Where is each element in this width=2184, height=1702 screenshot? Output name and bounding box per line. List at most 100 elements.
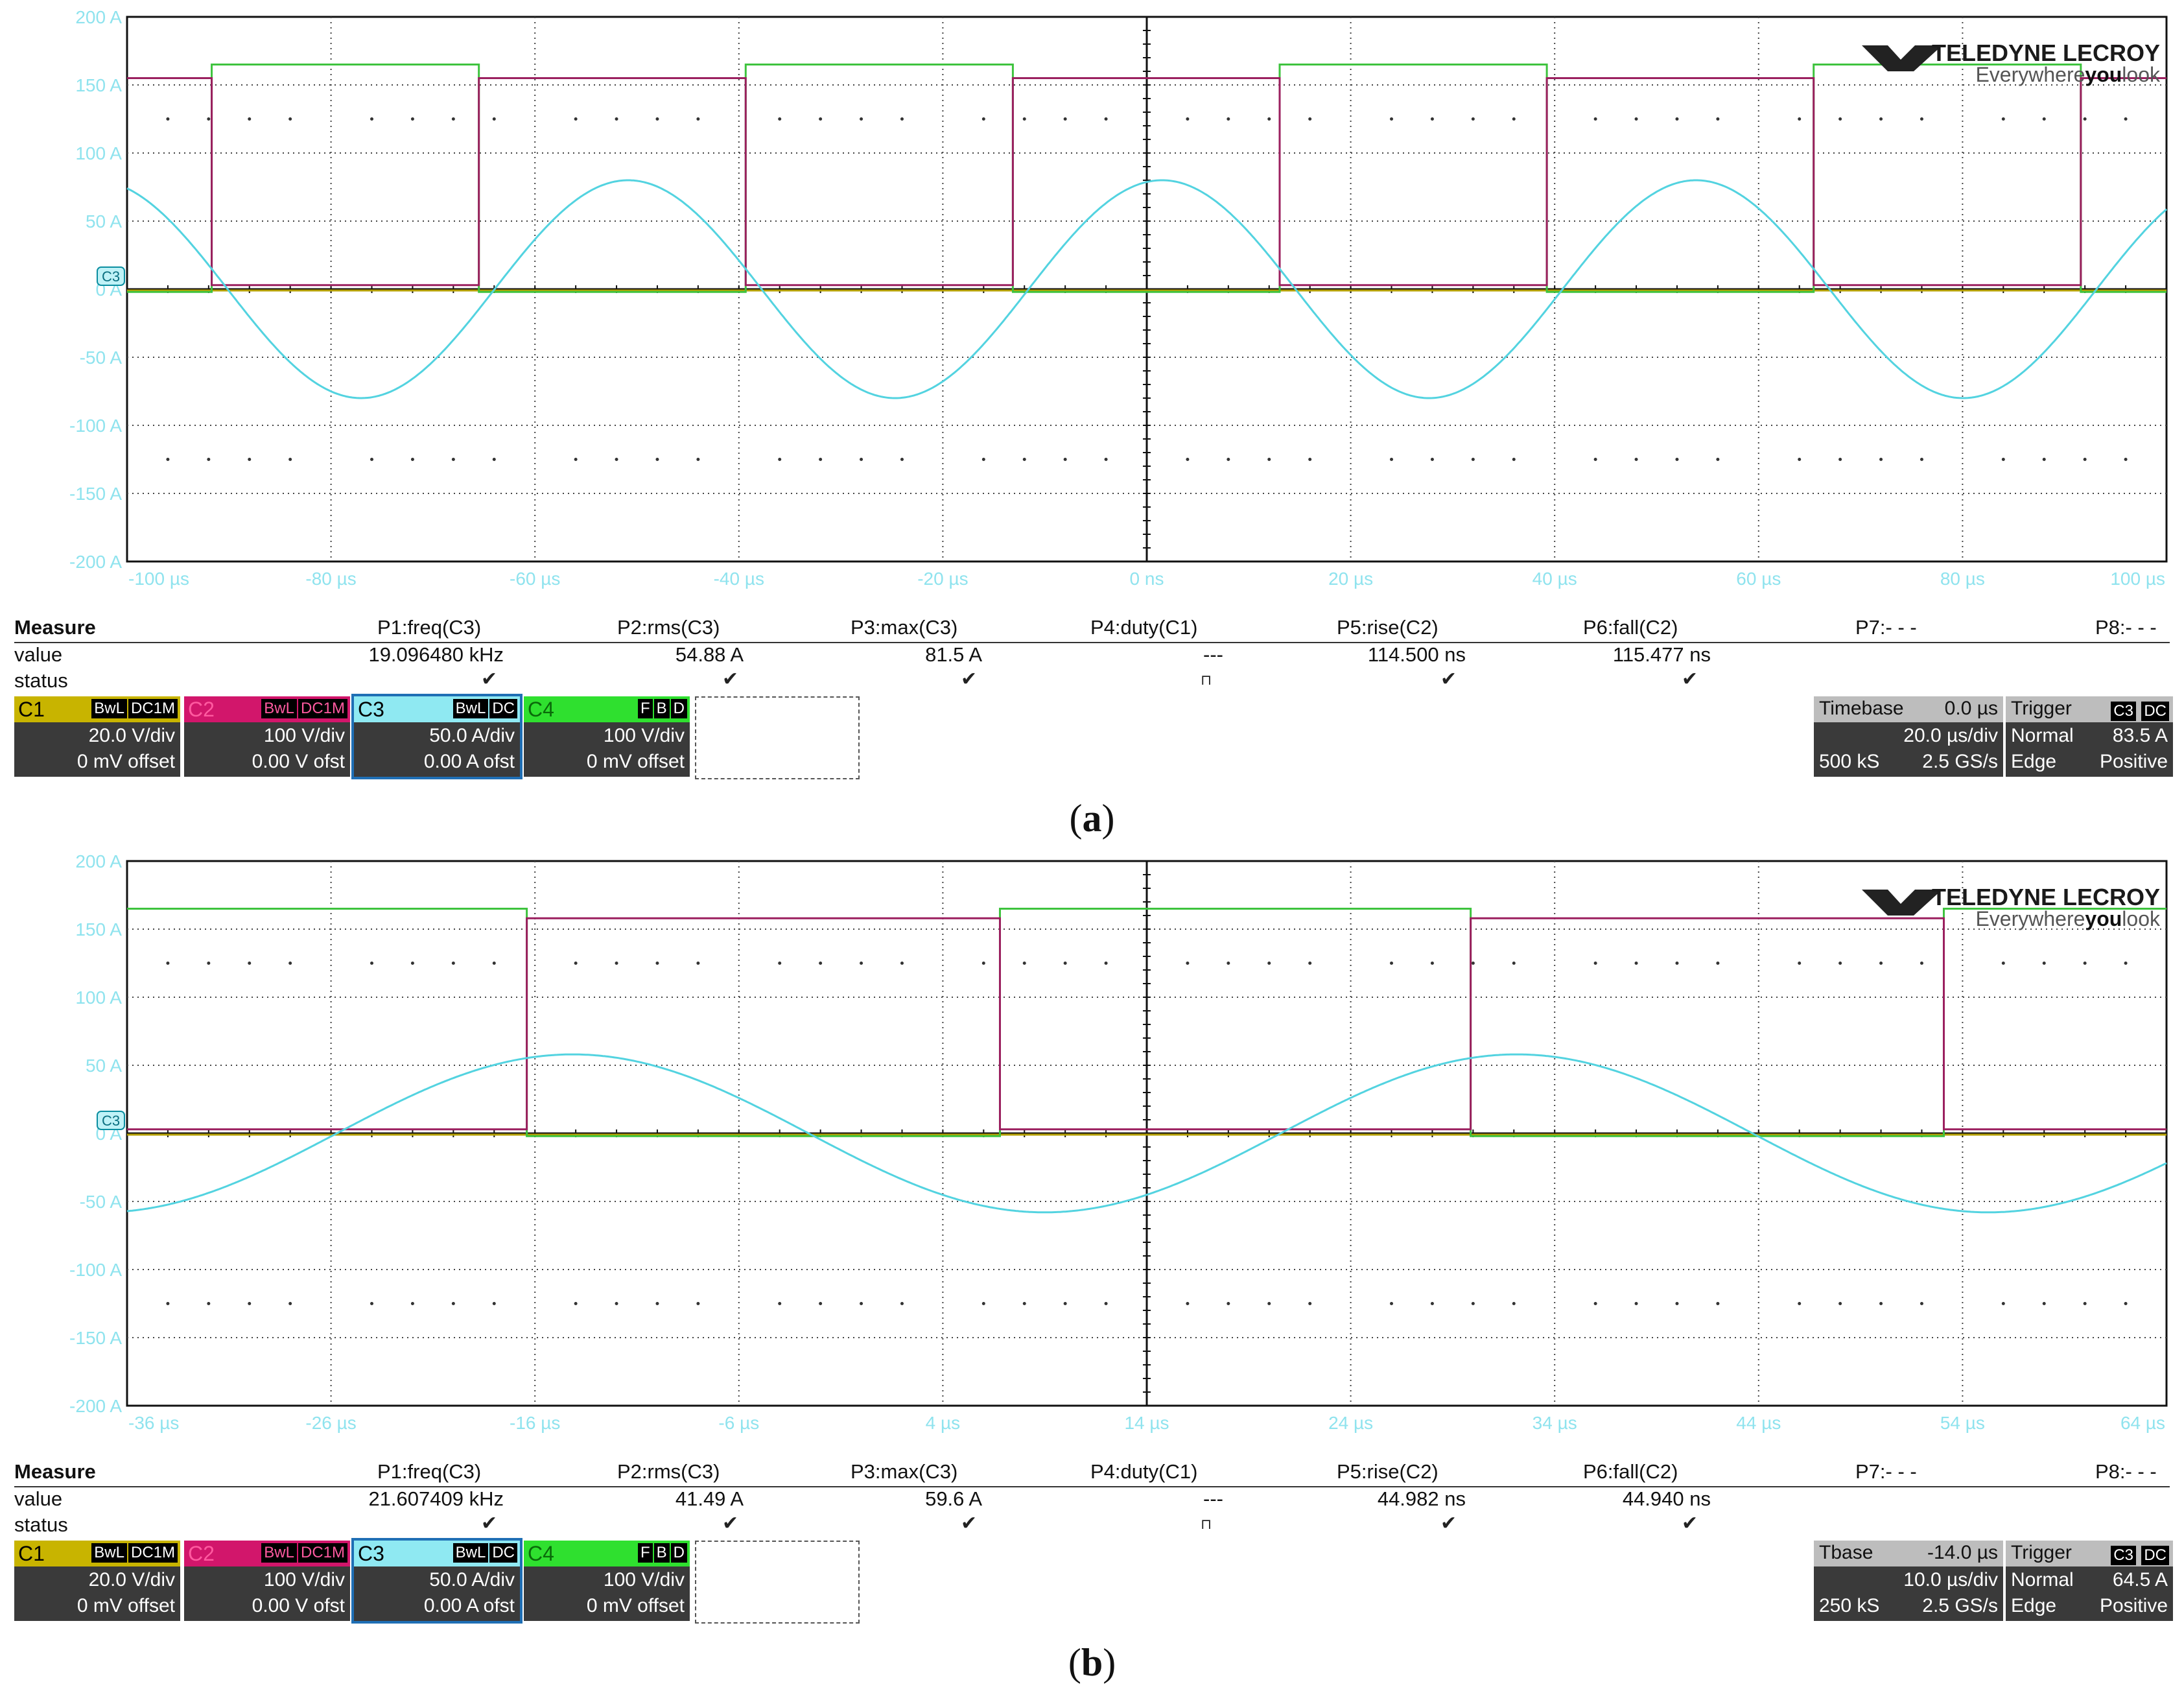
series-c3-line: [126, 1053, 2167, 1214]
grid-dot: [288, 458, 292, 461]
check-icon: ✔: [961, 1513, 978, 1534]
timebase-per-div: 10.0 µs/div: [1903, 1569, 1998, 1590]
grid-dot: [574, 962, 578, 965]
grid-dot: [1267, 117, 1271, 121]
channel-tag: BwL: [91, 699, 127, 718]
measure-header-p4[interactable]: P4:duty(C1): [1090, 1460, 1198, 1483]
measure-header-p1[interactable]: P1:freq(C3): [377, 616, 482, 639]
measure-header-row: Measure P1:freq(C3) P2:rms(C3) P3:max(C3…: [14, 616, 2170, 643]
channel-c3-box[interactable]: C3 BwL DC 50.0 A/div 0.00 A ofst: [351, 1538, 523, 1624]
empty-channel-slot[interactable]: [695, 1541, 860, 1624]
grid-dot: [900, 117, 904, 121]
check-icon: ✔: [722, 668, 739, 690]
y-tick-label: 200 A: [75, 851, 122, 871]
empty-channel-slot[interactable]: [695, 696, 860, 779]
measure-header-p4[interactable]: P4:duty(C1): [1090, 616, 1198, 639]
logo-mark-icon: [1862, 45, 1942, 71]
channel-c3-marker-label: C3: [102, 268, 120, 285]
grid-dot: [2083, 1302, 2087, 1305]
grid-dot: [778, 962, 782, 965]
check-icon: ✔: [722, 1513, 739, 1534]
measure-header-p5[interactable]: P5:rise(C2): [1337, 1460, 1438, 1483]
grid-dot: [655, 458, 659, 461]
channel-name: C1: [18, 698, 45, 721]
measure-header-p2[interactable]: P2:rms(C3): [617, 616, 720, 639]
measure-header-p6[interactable]: P6:fall(C2): [1583, 1460, 1678, 1483]
trigger-box[interactable]: Trigger C3 DC Normal 64.5 A Edge Positiv…: [2006, 1541, 2173, 1621]
x-tick-label: 0 ns: [1130, 569, 1164, 589]
channel-c3-box[interactable]: C3 BwL DC 50.0 A/div 0.00 A ofst: [351, 694, 523, 779]
x-tick-label: -40 µs: [714, 569, 764, 589]
channel-name: C3: [358, 698, 384, 721]
y-tick-label: 50 A: [86, 1056, 122, 1076]
grid-dot: [1308, 962, 1312, 965]
grid-dot: [1593, 1302, 1597, 1305]
measure-header-p8[interactable]: P8:- - -: [2095, 1460, 2157, 1483]
measure-header-p7[interactable]: P7:- - -: [1855, 616, 1917, 639]
y-tick-label: -50 A: [80, 1192, 123, 1212]
measure-header-p3[interactable]: P3:max(C3): [851, 1460, 958, 1483]
measure-header-p7[interactable]: P7:- - -: [1855, 1460, 1917, 1483]
grid-dot: [615, 962, 618, 965]
check-icon: ✔: [1682, 1513, 1698, 1534]
measure-title: Measure: [14, 1460, 96, 1483]
channel-c2-box[interactable]: C2 BwL DC1M 100 V/div 0.00 V ofst: [184, 696, 350, 777]
channel-c2-box[interactable]: C2 BwL DC1M 100 V/div 0.00 V ofst: [184, 1541, 350, 1621]
trigger-level: 83.5 A: [2112, 725, 2168, 746]
grid-dot: [1104, 117, 1108, 121]
channel-offset: 0.00 V ofst: [252, 751, 345, 772]
logo-tagline-you: you: [2085, 907, 2122, 930]
trigger-mode: Normal: [2011, 1569, 2074, 1590]
value-p6: 115.477 ns: [1612, 643, 1711, 666]
grid-dot: [900, 1302, 904, 1305]
trigger-tag: DC: [2141, 1546, 2169, 1565]
grid-dot: [1716, 117, 1720, 121]
timebase-box[interactable]: Tbase -14.0 µs 10.0 µs/div 250 kS 2.5 GS…: [1814, 1541, 2003, 1621]
grid-dot: [1879, 117, 1883, 121]
y-tick-label: -200 A: [69, 1396, 122, 1416]
logo-tagline-you: you: [2085, 63, 2122, 86]
y-tick-label: 150 A: [75, 919, 122, 940]
grid-dot: [1920, 117, 1923, 121]
logo-tagline: Everywhereyoulook: [1975, 907, 2161, 930]
measure-header-p3[interactable]: P3:max(C3): [851, 616, 958, 639]
grid-dot: [166, 458, 170, 461]
channel-tag: BwL: [261, 699, 297, 718]
channel-c3-marker-label: C3: [102, 1113, 120, 1129]
measure-header-p5[interactable]: P5:rise(C2): [1337, 616, 1438, 639]
timebase-box[interactable]: Timebase 0.0 µs 20.0 µs/div 500 kS 2.5 G…: [1814, 696, 2003, 777]
caption-letter: b: [1081, 1641, 1103, 1684]
grid-dot: [370, 458, 374, 461]
channel-scale: 100 V/div: [603, 1569, 685, 1590]
measure-header-p8[interactable]: P8:- - -: [2095, 616, 2157, 639]
grid-dot: [615, 1302, 618, 1305]
channel-c1-box[interactable]: C1 BwL DC1M 20.0 V/div 0 mV offset: [14, 696, 180, 777]
trigger-box[interactable]: Trigger C3 DC Normal 83.5 A Edge Positiv…: [2006, 696, 2173, 777]
measure-header-p2[interactable]: P2:rms(C3): [617, 1460, 720, 1483]
measure-status-row: status ✔ ✔ ✔ ⊓ ✔ ✔: [14, 668, 2170, 695]
y-tick-label: 200 A: [75, 7, 122, 27]
x-tick-label: 54 µs: [1940, 1413, 1985, 1433]
grid-dot: [778, 1302, 782, 1305]
x-tick-label: 20 µs: [1328, 569, 1373, 589]
channel-name: C2: [188, 1542, 215, 1565]
channel-tag: DC1M: [128, 699, 178, 718]
grid-dot: [1267, 458, 1271, 461]
grid-dot: [1186, 458, 1190, 461]
grid-dot: [1104, 1302, 1108, 1305]
trigger-mode: Normal: [2011, 725, 2074, 746]
grid-dot: [574, 1302, 578, 1305]
grid-dot: [1186, 962, 1190, 965]
channel-tag: B: [653, 1543, 670, 1563]
measure-header-p6[interactable]: P6:fall(C2): [1583, 616, 1678, 639]
series-c2-line: [127, 917, 2166, 1131]
channel-c1-box[interactable]: C1 BwL DC1M 20.0 V/div 0 mV offset: [14, 1541, 180, 1621]
x-tick-label: 44 µs: [1736, 1413, 1781, 1433]
timebase-rate: 2.5 GS/s: [1922, 1595, 1998, 1616]
measure-header-p1[interactable]: P1:freq(C3): [377, 1460, 482, 1483]
